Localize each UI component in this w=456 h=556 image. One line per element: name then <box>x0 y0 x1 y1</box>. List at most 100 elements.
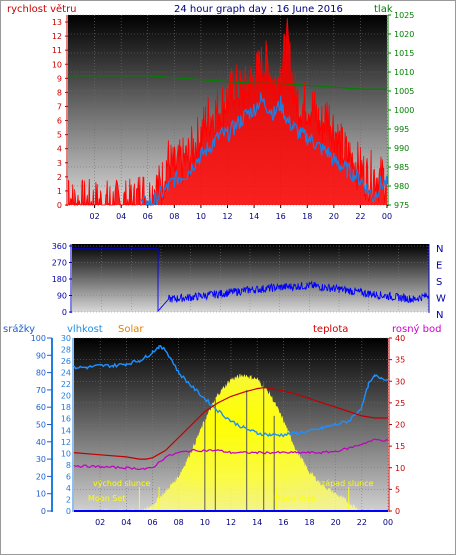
solar-fill <box>74 373 388 511</box>
precip-tick-label: 0 <box>41 507 46 516</box>
wind-gust-fill <box>68 18 387 205</box>
pressure-line <box>68 75 387 90</box>
wind-x-tick-label: 22 <box>355 212 365 221</box>
wind-y-tick-label: 2 <box>57 173 62 182</box>
wind-x-tick-label: 08 <box>169 212 179 221</box>
temp-tick-label: 20 <box>395 421 405 430</box>
pressure-y-tick-label: 980 <box>394 182 409 191</box>
weather-x-tick-label: 06 <box>147 518 157 527</box>
pressure-y-tick-label: 1015 <box>394 49 414 58</box>
humidity-tick-label: 12 <box>61 438 71 447</box>
humidity-tick-label: 30 <box>61 334 71 343</box>
temperature-label: teplota <box>313 324 348 335</box>
weather-x-tick-label: 18 <box>304 518 314 527</box>
direction-chart-series <box>72 248 429 313</box>
weather-x-tick-label: 08 <box>174 518 184 527</box>
pressure-y-tick-label: 1025 <box>394 11 414 20</box>
pressure-y-tick-label: 1020 <box>394 30 414 39</box>
direction-chart-background <box>72 244 429 312</box>
wind-y-tick-label: 5 <box>57 131 62 140</box>
precip-tick-label: 50 <box>36 421 46 430</box>
precip-tick-label: 80 <box>36 369 46 378</box>
wind-x-tick-label: 06 <box>143 212 153 221</box>
sunset-annotation: západ slunce <box>321 479 374 488</box>
wind-chart-series <box>67 18 388 207</box>
direction-y-tick-label: 90 <box>57 292 67 301</box>
humidity-tick-label: 18 <box>61 403 71 412</box>
humidity-tick-label: 4 <box>66 484 71 493</box>
wind-y-tick-label: 6 <box>57 117 62 126</box>
direction-y-tick-label: 0 <box>62 308 67 317</box>
pressure-y-tick-label: 1000 <box>394 106 414 115</box>
compass-label: N <box>436 310 443 321</box>
moon-rise-annotation: Moon Rise <box>274 494 315 503</box>
pressure-y-tick-label: 995 <box>394 125 409 134</box>
wind-y-tick-label: 0 <box>57 201 62 210</box>
wind-y-tick-label: 1 <box>57 187 62 196</box>
humidity-tick-label: 26 <box>61 357 71 366</box>
direction-y-tick-label: 360 <box>52 242 67 251</box>
precip-tick-label: 90 <box>36 351 46 360</box>
wind-y-tick-label: 13 <box>52 18 62 27</box>
solar-label: Solar <box>118 324 144 335</box>
compass-label: W <box>436 294 446 305</box>
dew-point-label: rosný bod <box>392 323 441 335</box>
precip-tick-label: 70 <box>36 386 46 395</box>
humidity-tick-label: 22 <box>61 380 71 389</box>
precipitation-label: srážky <box>3 323 35 335</box>
wind-x-tick-label: 12 <box>222 212 232 221</box>
wind-y-tick-label: 4 <box>57 145 62 154</box>
wind-x-tick-label: 02 <box>89 212 99 221</box>
humidity-tick-label: 10 <box>61 449 71 458</box>
wind-speed-label: rychlost větru <box>7 3 77 15</box>
precip-tick-label: 10 <box>36 490 46 499</box>
wind-y-tick-label: 9 <box>57 74 62 83</box>
precip-tick-label: 30 <box>36 455 46 464</box>
humidity-tick-label: 6 <box>66 472 71 481</box>
wind-x-tick-label: 16 <box>276 212 286 221</box>
weather-chart-annotations: východ slunce západ slunce Moon Set Moon… <box>88 479 374 503</box>
weather-x-tick-label: 14 <box>252 518 262 527</box>
compass-label: E <box>436 261 442 272</box>
direction-chart-grid <box>72 245 429 313</box>
humidity-tick-label: 8 <box>66 461 71 470</box>
pressure-y-tick-label: 975 <box>394 201 409 210</box>
weather-x-tick-label: 10 <box>200 518 210 527</box>
wind-y-tick-label: 10 <box>52 60 62 69</box>
temp-tick-label: 15 <box>395 442 405 451</box>
wind-average-line <box>140 92 388 207</box>
weather-x-tick-label: 04 <box>121 518 131 527</box>
humidity-tick-label: 16 <box>61 415 71 424</box>
humidity-tick-label: 28 <box>61 346 71 355</box>
dew-point-line <box>73 438 389 471</box>
humidity-tick-label: 20 <box>61 392 71 401</box>
compass-label: S <box>436 277 442 288</box>
wind-y-tick-label: 12 <box>52 32 62 41</box>
wind-x-tick-label: 00 <box>382 212 392 221</box>
humidity-tick-label: 24 <box>61 369 71 378</box>
humidity-label: vlhkost <box>67 324 103 335</box>
wind-chart-ticks: 02 04 06 08 10 12 14 16 18 20 22 000123456789101112… <box>52 11 415 221</box>
temp-tick-label: 10 <box>395 464 405 473</box>
humidity-tick-label: 14 <box>61 426 71 435</box>
wind-y-tick-label: 7 <box>57 102 62 111</box>
wind-y-tick-label: 3 <box>57 159 62 168</box>
pressure-y-tick-label: 1005 <box>394 87 414 96</box>
temp-tick-label: 40 <box>395 334 405 343</box>
temp-tick-label: 25 <box>395 399 405 408</box>
weather-x-tick-label: 22 <box>357 518 367 527</box>
humidity-tick-label: 0 <box>66 507 71 516</box>
wind-x-tick-label: 18 <box>302 212 312 221</box>
direction-y-tick-label: 270 <box>52 259 67 268</box>
temp-tick-label: 35 <box>395 356 405 365</box>
sunrise-annotation: východ slunce <box>93 479 150 488</box>
temp-tick-label: 0 <box>395 507 400 516</box>
graph-title: 24 hour graph day : 16 June 2016 <box>174 4 343 15</box>
temp-tick-label: 30 <box>395 377 405 386</box>
pressure-label: tlak <box>374 4 393 15</box>
compass-label: N <box>436 244 443 255</box>
weather-chart-series <box>73 345 389 512</box>
wind-x-tick-label: 14 <box>249 212 259 221</box>
weather-x-tick-label: 12 <box>226 518 236 527</box>
